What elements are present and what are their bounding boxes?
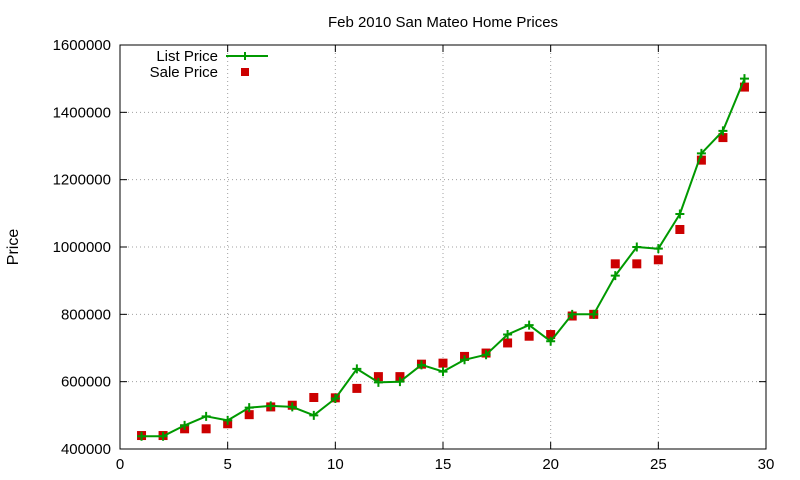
list-price-point	[180, 420, 190, 430]
list-price-point	[309, 410, 319, 420]
sale-price-point	[610, 259, 620, 269]
sale-price-point	[718, 133, 728, 143]
list-price-point	[503, 330, 513, 340]
x-tick-label: 5	[223, 456, 231, 473]
legend: List Price Sale Price	[150, 48, 268, 81]
list-price-point	[201, 411, 211, 421]
list-price-point	[266, 401, 276, 411]
sale-price-point	[438, 358, 448, 368]
list-price-point	[696, 148, 706, 158]
x-tick-label: 0	[116, 456, 124, 473]
y-axis-label: Price	[5, 229, 22, 266]
legend-label-list-price: List Price	[156, 48, 218, 65]
sale-price-point	[503, 338, 513, 348]
list-price-point	[137, 431, 147, 441]
sale-price-point	[675, 224, 685, 234]
list-price-point	[352, 364, 362, 374]
sale-price-point	[524, 331, 534, 341]
sale-price-point	[696, 155, 706, 165]
list-price-point	[416, 360, 426, 370]
y-tick-label: 600000	[61, 374, 111, 391]
list-price-point	[287, 402, 297, 412]
y-tick-label: 1400000	[53, 104, 111, 121]
grid	[120, 45, 766, 449]
x-tick-label: 25	[650, 456, 667, 473]
sale-price-point	[309, 392, 319, 402]
y-tick-label: 1200000	[53, 172, 111, 189]
x-tick-label: 30	[758, 456, 775, 473]
list-price-point	[373, 377, 383, 387]
list-price-point	[460, 355, 470, 365]
list-price-point	[158, 431, 168, 441]
list-price-point	[653, 244, 663, 254]
sale-price-point	[653, 255, 663, 265]
list-price-point	[481, 350, 491, 360]
series	[137, 74, 749, 441]
y-tick-label: 800000	[61, 306, 111, 323]
list-price-point	[395, 377, 405, 387]
list-price-point	[223, 415, 233, 425]
list-price-point	[438, 367, 448, 377]
sale-price-point	[244, 410, 254, 420]
sale-price-point	[632, 259, 642, 269]
list-price-point	[589, 309, 599, 319]
sale-price-point	[201, 424, 211, 434]
sale-price-point	[546, 330, 556, 340]
list-price-point	[524, 320, 534, 330]
sale-price-point	[395, 372, 405, 382]
list-price-point	[718, 126, 728, 136]
y-tick-label: 1600000	[53, 37, 111, 54]
list-price-point	[567, 309, 577, 319]
list-price-point	[739, 74, 749, 84]
legend-label-sale-price: Sale Price	[150, 64, 218, 81]
y-tick-label: 1000000	[53, 239, 111, 256]
chart-title: Feb 2010 San Mateo Home Prices	[328, 14, 558, 31]
list-price-point	[546, 336, 556, 346]
list-price-point	[244, 403, 254, 413]
sale-price-point	[739, 82, 749, 92]
legend-marker-sale-price	[241, 68, 249, 76]
legend-marker-list-price	[241, 52, 249, 60]
sale-price-point	[373, 372, 383, 382]
sale-price-point	[352, 383, 362, 393]
list-price-point	[632, 242, 642, 252]
x-tick-label: 15	[435, 456, 452, 473]
list-price-point	[330, 394, 340, 403]
list-price-point	[610, 271, 620, 281]
axis-ticks: 0 5 10 15 20 25 30 400000 600000 800000 1000000 120…	[53, 37, 775, 473]
x-tick-label: 10	[327, 456, 344, 473]
x-tick-label: 20	[542, 456, 559, 473]
y-tick-label: 400000	[61, 441, 111, 458]
list-price-point	[675, 209, 685, 219]
